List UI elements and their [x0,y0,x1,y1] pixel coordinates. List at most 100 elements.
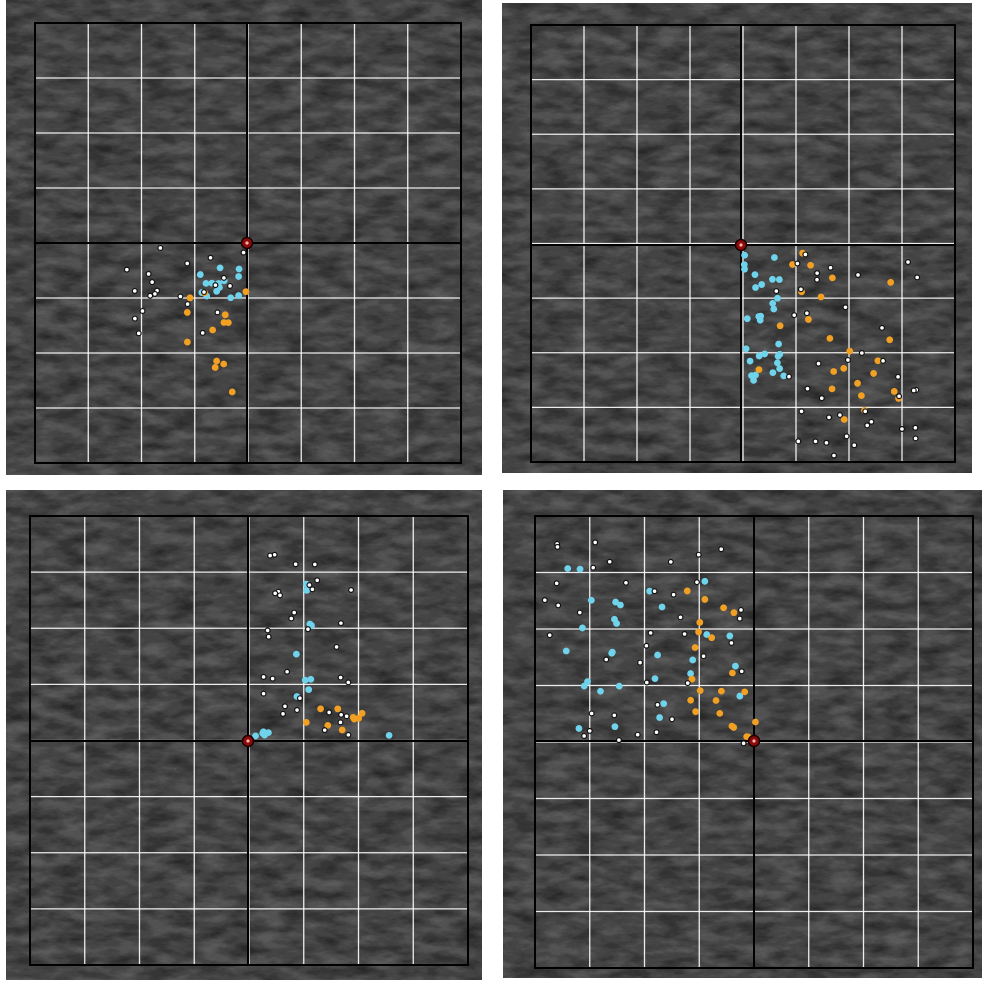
orange-point [211,364,219,371]
orange-point [183,309,191,316]
site-point [791,312,798,319]
cyan-point [658,603,666,611]
cyan-point [770,305,778,313]
terrain-highlights [503,490,982,978]
site-point [590,564,597,571]
cyan-point [771,254,778,261]
orange-point [741,688,749,696]
cyan-point [235,265,243,273]
orange-point [688,675,696,683]
site-point [773,288,780,295]
site-point [177,293,184,300]
orange-point [730,609,738,617]
cyan-point [743,315,751,323]
terrain-highlights [6,490,482,980]
site-point [212,282,219,289]
cyan-point [611,723,619,731]
site-point [199,329,206,336]
cyan-point [755,313,763,320]
site-point [670,591,677,598]
cyan-point [216,264,224,272]
orange-point [708,634,716,642]
orange-point [701,596,709,603]
cyan-point [580,682,588,690]
site-point [695,551,702,558]
site-point [728,639,735,646]
cyan-point [303,586,311,594]
site-point [292,561,299,568]
site-point [314,577,321,584]
cyan-point [615,682,623,690]
site-point [643,679,650,686]
orange-point [691,644,699,651]
cyan-point [562,647,570,655]
orange-point [720,604,728,612]
cyan-point [656,714,664,721]
site-point [586,727,593,734]
site-point [145,270,152,277]
orange-point [696,619,704,626]
site-point [555,602,562,609]
site-point [260,690,267,697]
site-point [157,244,164,251]
origin-center [246,739,250,743]
cyan-point [235,292,242,299]
cyan-point [776,365,784,372]
site-point [131,315,138,322]
site-point [718,546,725,553]
cyan-point [307,675,315,683]
site-point [700,653,707,660]
site-point [309,586,316,593]
cyan-point [780,372,788,380]
orange-point [334,705,342,713]
cyan-point [758,281,766,288]
cyan-point [597,687,604,695]
site-point [815,360,822,367]
orange-point [228,388,236,396]
orange-point [209,326,217,334]
orange-point [221,311,229,319]
site-point [868,418,875,425]
site-point [803,310,810,317]
site-point [738,668,745,675]
site-point [643,642,650,649]
orange-point [830,368,838,375]
orange-point [840,416,848,423]
site-point [333,643,340,650]
origin-center [752,739,756,743]
orange-point [805,316,812,323]
cyan-point [755,352,763,360]
site-point [827,264,834,271]
site-point [740,740,747,747]
cyan-point [651,675,659,683]
site-point [818,395,825,402]
site-point [220,274,227,281]
cyan-point [761,350,769,358]
cyan-point [587,596,595,604]
orange-point [857,392,865,400]
site-point [844,356,851,363]
cyan-point [608,648,616,656]
cyan-point [726,632,734,640]
orange-point [683,587,691,595]
orange-point [692,708,700,716]
cyan-point [202,280,210,287]
site-point [693,579,700,586]
map-panel [503,490,982,978]
site-point [201,289,208,296]
orange-point [874,357,882,365]
site-point [265,633,272,640]
site-point [338,711,345,718]
orange-point [755,366,763,374]
cyan-point [773,359,781,367]
orange-point [358,709,366,717]
site-point [147,292,154,299]
orange-point [317,705,325,713]
site-point [795,438,802,445]
site-point [306,582,313,589]
site-point [864,422,871,429]
origin-center [245,241,249,245]
site-point [123,266,130,273]
orange-point [695,628,702,636]
site-point [151,290,158,297]
